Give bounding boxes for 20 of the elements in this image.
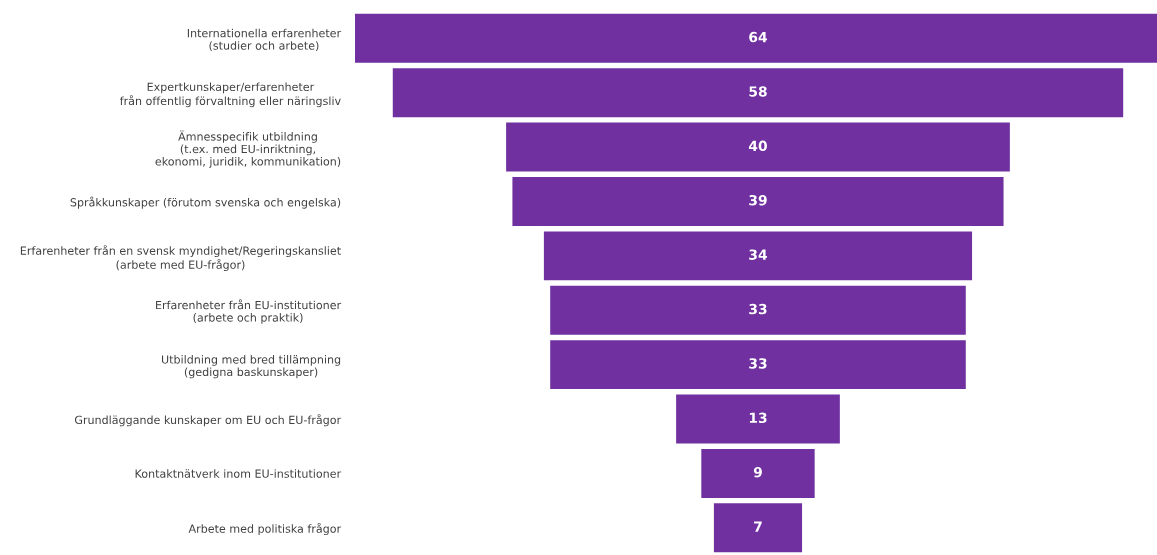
data-label: 33 (749, 358, 767, 369)
category-label: Utbildning med bred tillämpning (gedigna baskunskaper) (161, 355, 341, 379)
data-label: 7 (754, 521, 762, 532)
data-label: 40 (748, 140, 767, 152)
category-label: Grundläggande kunskaper om EU och EU-frågor (74, 414, 342, 427)
data-label: 33 (749, 303, 767, 315)
data-label: 64 (749, 31, 768, 43)
category-label: Arbete med politiska frågor (188, 522, 342, 535)
category-label: Internationella erfarenheter (studier och arbete) (187, 28, 342, 52)
category-label: Erfarenheter från EU-institutioner (arbete och praktik) (156, 299, 342, 324)
data-label: 13 (749, 412, 767, 424)
category-label: Språkkunskaper (förutom svenska och engelska) (70, 196, 341, 209)
data-label: 58 (749, 86, 767, 97)
category-label: Expertkunskaper/erfarenheter från offentlig förvaltning eller näringsliv (119, 82, 341, 108)
data-label: 9 (753, 466, 762, 478)
data-label: 34 (749, 249, 768, 260)
category-label: Erfarenheter från en svensk myndighet/Regeringskansliet (arbete med EU-frågor) (20, 244, 341, 272)
data-label: 39 (749, 194, 767, 206)
category-label: Kontaktnätverk inom EU-institutioner (135, 469, 342, 478)
category-label: Ämnesspecifik utbildning (t.ex. med EU-inriktning, ekonomi, juridik, kommunikation) (155, 130, 341, 168)
